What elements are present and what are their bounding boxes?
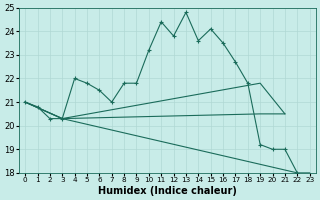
X-axis label: Humidex (Indice chaleur): Humidex (Indice chaleur): [98, 186, 237, 196]
